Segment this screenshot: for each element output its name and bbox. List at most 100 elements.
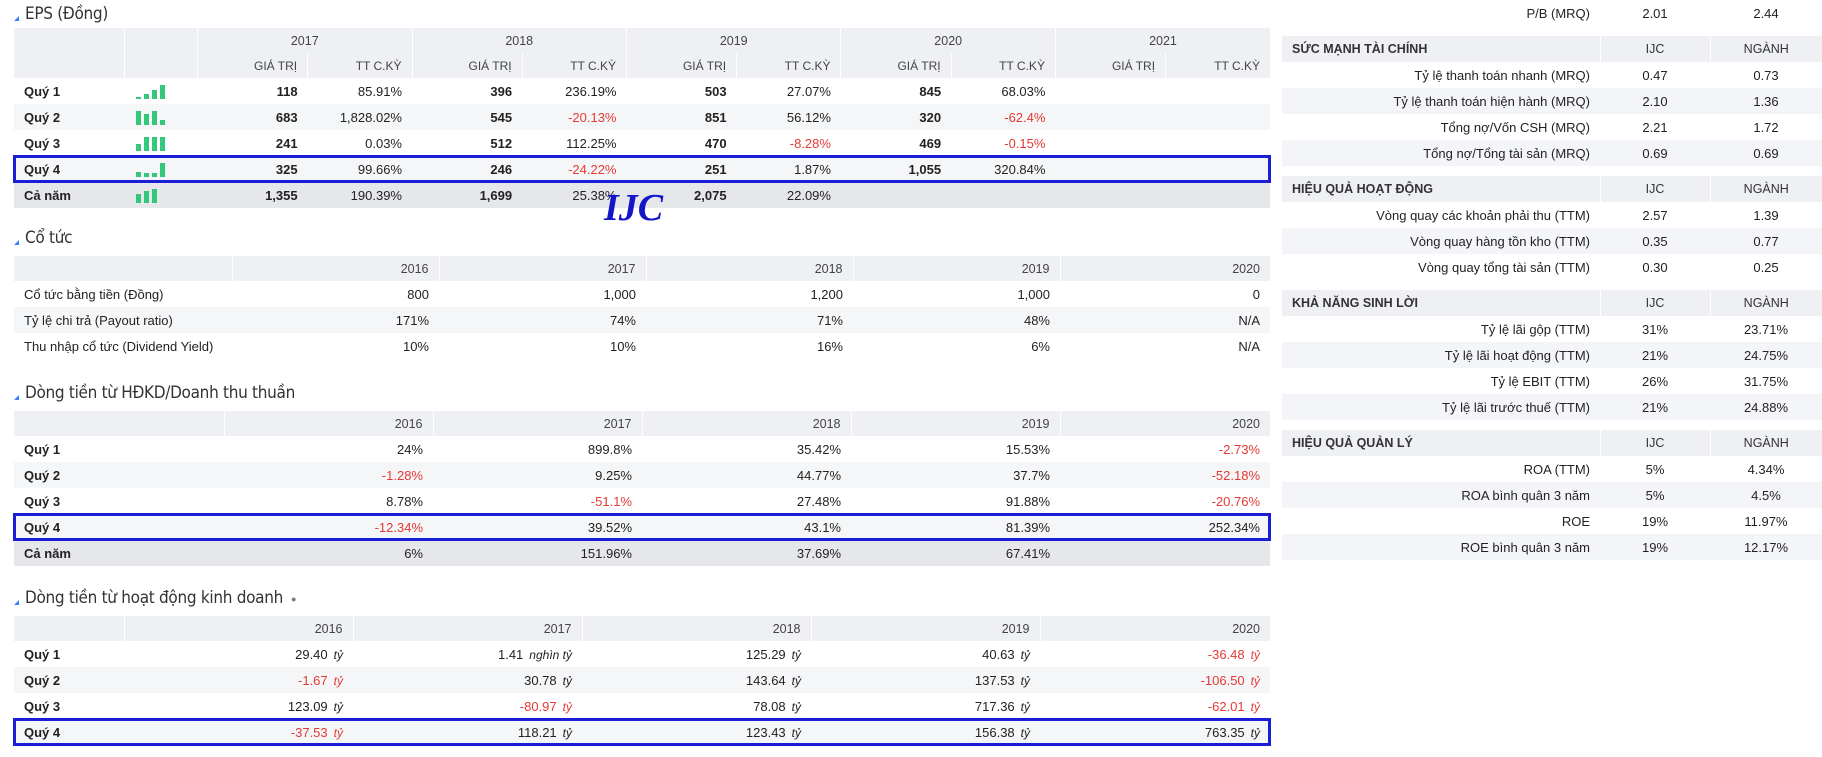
ratio-row: Tỷ lệ lãi gộp (TTM) 31% 23.71% [1282, 316, 1822, 342]
amount: -80.97 [519, 698, 557, 714]
cell-value: 143.64 tỷ [582, 667, 811, 693]
spark-bar [144, 114, 150, 125]
cell-value: -106.50 tỷ [1040, 667, 1270, 693]
col-industry: NGÀNH [1709, 176, 1822, 202]
ijc-value: 2.57 [1600, 202, 1710, 228]
ijc-value: 0.47 [1600, 62, 1710, 88]
unit: tỷ [333, 647, 343, 662]
cell-value: 6% [1031, 338, 1050, 354]
eps-change: 27.07% [786, 83, 831, 99]
cell-value: 29.40 tỷ [124, 641, 353, 667]
col-industry: NGÀNH [1709, 430, 1822, 456]
eps-value: 503 [704, 83, 727, 99]
cell-value: 78.08 tỷ [582, 693, 811, 719]
cf-ratio-title: Dòng tiền từ HĐKD/Doanh thu thuần [25, 383, 296, 403]
eps-change: -20.13% [522, 104, 627, 130]
spark-bar [136, 171, 142, 177]
cf-ops-year-header: 2016 2017 2018 2019 2020 [14, 616, 1270, 641]
eps-value: 320 [840, 104, 952, 130]
ratio-row: ROA (TTM) 5% 4.34% [1282, 456, 1822, 482]
eps-change: 190.39% [307, 182, 412, 208]
ratio-row: Tỷ lệ lãi hoạt động (TTM) 21% 24.75% [1282, 342, 1822, 368]
row-label: ROA (TTM) [1282, 456, 1600, 482]
amount: -37.53 [290, 724, 328, 740]
cell-value: -80.97 tỷ [353, 693, 582, 719]
amount: 78.08 [753, 698, 786, 714]
spark-bar [160, 136, 166, 151]
cell-value: N/A [1238, 338, 1260, 354]
cell-value: 151.96% [433, 540, 642, 566]
spacer [1282, 420, 1822, 430]
amount: -1.67 [298, 672, 328, 688]
eps-change: 1.87% [736, 156, 841, 182]
cell-value: 1.41 nghìn tỷ [353, 641, 582, 667]
col-change: TT C.KỲ [521, 53, 627, 78]
amount: 118.21 [517, 724, 557, 740]
amount: 125.29 [745, 646, 786, 662]
ijc-value: 5% [1600, 482, 1710, 508]
group-title: HIỆU QUẢ QUẢN LÝ [1282, 430, 1600, 456]
cell-value: 10% [402, 338, 429, 354]
cf-ratio-year: 2016 [223, 411, 433, 436]
eps-change: 68.03% [1001, 83, 1046, 99]
dividend-year: 2018 [645, 256, 853, 281]
cell-value: 118.21 tỷ [353, 719, 582, 745]
eps-change: 320.84% [951, 156, 1056, 182]
col-value: GIÁ TRỊ [625, 53, 737, 78]
industry-value: 23.71% [1710, 316, 1822, 342]
info-dot-icon[interactable]: ● [291, 594, 297, 604]
cell-value: 15.53% [1005, 441, 1050, 457]
eps-change: 99.66% [307, 156, 412, 182]
section-marker-icon [14, 16, 19, 21]
spark-bar [152, 136, 158, 151]
ijc-value: 5% [1600, 456, 1710, 482]
eps-change: 85.91% [357, 83, 402, 99]
col-ijc: IJC [1599, 36, 1710, 62]
spark-bar [152, 173, 158, 177]
row-label: Tỷ lệ thanh toán nhanh (MRQ) [1282, 62, 1600, 88]
cell-value: -51.1% [590, 493, 632, 509]
sparkline [136, 110, 166, 125]
dividend-row: Tỷ lệ chi trả (Payout ratio) 171% 74% 71% 48… [14, 307, 1270, 333]
eps-change [1165, 156, 1270, 182]
cf-ops-title: Dòng tiền từ hoạt động kinh doanh [25, 588, 284, 608]
unit: tỷ [333, 673, 343, 688]
col-value: GIÁ TRỊ [411, 53, 523, 78]
ratio-row: Tỷ lệ lãi trước thuế (TTM) 21% 24.88% [1282, 394, 1822, 420]
amount: 123.09 [287, 698, 328, 714]
cf-ratio-row: Quý 1 24% 899.8% 35.42% 15.53% -2.73% [14, 436, 1270, 462]
cell-value: 10% [609, 338, 636, 354]
amount: 30.78 [524, 672, 557, 688]
unit: nghìn tỷ [529, 647, 572, 662]
eps-value [1055, 104, 1166, 130]
row-label: Quý 2 [14, 104, 125, 130]
dividend-row: Thu nhập cổ tức (Dividend Yield) 10% 10% 16… [14, 333, 1270, 359]
eps-change [1165, 104, 1270, 130]
ijc-value: 0.35 [1600, 228, 1710, 254]
spark-bar [136, 194, 142, 203]
unit: tỷ [1250, 699, 1260, 714]
eps-change: -62.4% [951, 104, 1056, 130]
group-header: HIỆU QUẢ QUẢN LÝ IJC NGÀNH [1282, 430, 1822, 456]
cf-ratio-table: 2016 2017 2018 2019 2020 Quý 1 24% 899.8% 3… [13, 411, 1271, 566]
unit: tỷ [1020, 647, 1030, 662]
group-header: KHẢ NĂNG SINH LỜI IJC NGÀNH [1282, 290, 1822, 316]
unit: tỷ [791, 699, 801, 714]
cell-value: 156.38 tỷ [811, 719, 1040, 745]
cell-value: -62.01 tỷ [1040, 693, 1270, 719]
cf-ops-year: 2017 [352, 616, 582, 641]
cf-ops-row: Quý 3 123.09 tỷ -80.97 tỷ 78.08 tỷ 717.36 tỷ -62.… [14, 693, 1270, 719]
cell-value: 899.8% [587, 441, 632, 457]
section-marker-icon [14, 600, 19, 605]
mini-bar-chart [124, 104, 198, 130]
cell-value: N/A [1060, 307, 1270, 333]
dividend-year: 2016 [231, 256, 439, 281]
industry-value: 2.44 [1710, 0, 1822, 26]
eps-year: 2018 [411, 28, 627, 53]
ratio-row: ROE bình quân 3 năm 19% 12.17% [1282, 534, 1822, 560]
eps-row: Quý 1 118 85.91% 396 236.19% 503 27.07% 845 68.0… [14, 78, 1270, 104]
eps-value: 851 [626, 104, 737, 130]
row-label: Thu nhập cổ tức (Dividend Yield) [24, 338, 214, 354]
cell-value: 91.88% [1005, 493, 1050, 509]
eps-year: 2017 [197, 28, 412, 53]
